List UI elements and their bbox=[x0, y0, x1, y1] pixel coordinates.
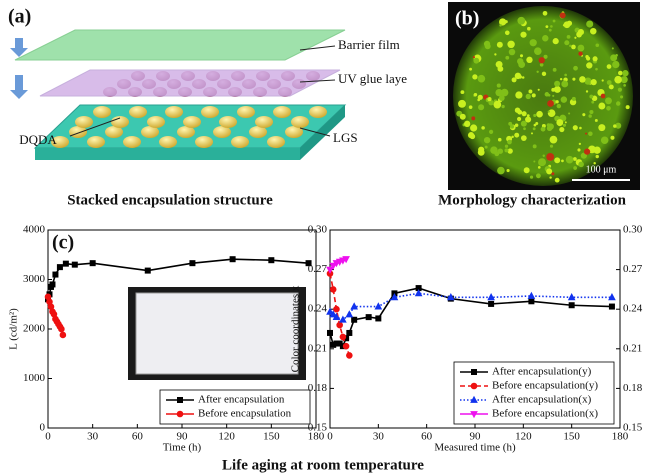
y-axis-title: Color coordinates x bbox=[290, 285, 302, 372]
caption: Stacked encapsulation structure bbox=[67, 192, 273, 208]
caption: Life aging at room temperature bbox=[222, 457, 424, 473]
panel-label: (c) bbox=[52, 232, 74, 254]
marker bbox=[57, 265, 62, 270]
y-tick-label: 0.21 bbox=[308, 342, 327, 354]
marker bbox=[230, 257, 235, 262]
marker bbox=[375, 303, 381, 309]
y-tick-label: 0.30 bbox=[308, 224, 328, 236]
y-tick-label: 3000 bbox=[23, 273, 46, 285]
marker bbox=[53, 272, 58, 277]
x-tick-label: 150 bbox=[563, 431, 580, 443]
legend-label: After encapsulation(y) bbox=[492, 366, 592, 378]
y2-tick-label: 0.21 bbox=[623, 342, 642, 354]
marker bbox=[347, 353, 353, 359]
marker bbox=[609, 304, 614, 309]
marker bbox=[72, 262, 77, 267]
y2-tick-label: 0.24 bbox=[623, 303, 643, 315]
micrograph: 100 μm (b) Morphology characterization bbox=[438, 2, 640, 208]
layer-label: Barrier film bbox=[338, 37, 400, 52]
marker bbox=[489, 301, 494, 306]
layer-label: UV glue laye bbox=[338, 71, 407, 86]
x-tick-label: 150 bbox=[263, 431, 280, 443]
x-tick-label: 0 bbox=[327, 431, 333, 443]
marker bbox=[346, 311, 352, 317]
marker bbox=[337, 322, 343, 328]
marker bbox=[347, 330, 352, 335]
y-tick-label: 0.24 bbox=[308, 303, 328, 315]
x-tick-label: 120 bbox=[515, 431, 532, 443]
y-tick-label: 0.15 bbox=[308, 422, 328, 434]
marker bbox=[471, 383, 477, 389]
x-axis-title: Measured time (h) bbox=[434, 442, 516, 454]
marker bbox=[529, 299, 534, 304]
stack-diagram: (a) Barrier film UV glue laye DQDA LGS S… bbox=[8, 6, 407, 209]
marker bbox=[328, 330, 333, 335]
y-tick-label: 2000 bbox=[23, 323, 46, 335]
marker bbox=[145, 268, 150, 273]
series-line bbox=[330, 288, 612, 346]
legend-label: Before encapsulation(x) bbox=[492, 408, 598, 420]
marker bbox=[343, 343, 349, 349]
marker bbox=[334, 306, 340, 312]
marker bbox=[50, 282, 55, 287]
panel-label: (a) bbox=[8, 6, 31, 28]
layer-label: LGS bbox=[333, 130, 358, 145]
x-tick-label: 60 bbox=[132, 431, 144, 443]
marker bbox=[177, 411, 183, 417]
marker bbox=[63, 261, 68, 266]
y-tick-label: 0.27 bbox=[308, 263, 328, 275]
marker bbox=[178, 398, 183, 403]
y-tick-label: 0 bbox=[40, 422, 46, 434]
marker bbox=[330, 287, 336, 293]
marker bbox=[59, 326, 65, 332]
x-tick-label: 30 bbox=[373, 431, 385, 443]
marker bbox=[269, 258, 274, 263]
x-tick-label: 0 bbox=[45, 431, 51, 443]
marker bbox=[90, 261, 95, 266]
scale-label: 100 μm bbox=[586, 164, 617, 175]
x-tick-label: 120 bbox=[218, 431, 235, 443]
marker bbox=[472, 370, 477, 375]
legend-label: After encapsulation(x) bbox=[492, 394, 592, 406]
figure: (a) Barrier film UV glue laye DQDA LGS S… bbox=[0, 0, 646, 476]
y2-tick-label: 0.30 bbox=[623, 224, 643, 236]
y-tick-label: 4000 bbox=[23, 224, 46, 236]
marker bbox=[60, 332, 66, 338]
y2-tick-label: 0.18 bbox=[623, 382, 643, 394]
y2-tick-label: 0.27 bbox=[623, 263, 643, 275]
marker bbox=[190, 261, 195, 266]
legend-label: After encapsulation bbox=[198, 394, 285, 406]
legend-label: Before encapsulation bbox=[198, 408, 292, 420]
x-tick-label: 60 bbox=[421, 431, 433, 443]
y-axis-title: L (cd/m²) bbox=[8, 308, 20, 350]
y-tick-label: 0.18 bbox=[308, 382, 328, 394]
marker bbox=[376, 316, 381, 321]
layer-label: DQDA bbox=[19, 132, 57, 147]
y-tick-label: 1000 bbox=[23, 372, 46, 384]
x-axis-title: Time (h) bbox=[163, 442, 202, 454]
panel-label: (b) bbox=[455, 8, 479, 30]
inset-photo bbox=[136, 293, 298, 374]
caption: Morphology characterization bbox=[438, 192, 627, 208]
marker bbox=[366, 315, 371, 320]
y2-tick-label: 0.15 bbox=[623, 422, 643, 434]
marker bbox=[340, 334, 346, 340]
x-tick-label: 30 bbox=[87, 431, 99, 443]
legend-label: Before encapsulation(y) bbox=[492, 380, 598, 392]
marker bbox=[569, 303, 574, 308]
marker bbox=[488, 294, 494, 300]
marker bbox=[352, 317, 357, 322]
